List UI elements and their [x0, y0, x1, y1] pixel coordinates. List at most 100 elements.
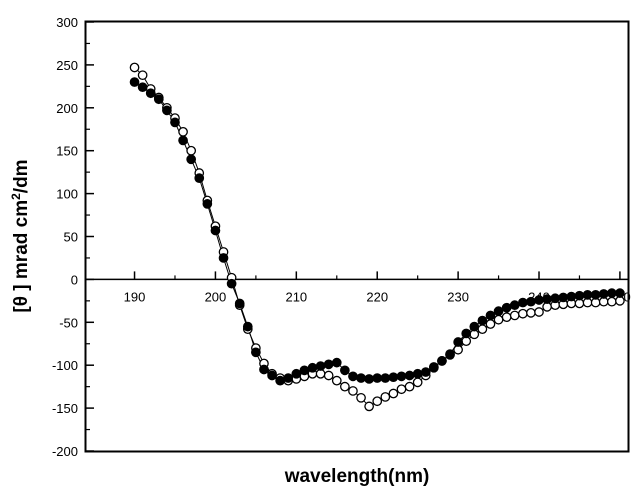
filled-point	[291, 368, 302, 379]
filled-point	[566, 291, 577, 302]
filled-point	[299, 365, 310, 376]
y-tick-label: 150	[56, 144, 78, 159]
series-lines	[134, 67, 620, 408]
filled-point	[162, 105, 172, 116]
filled-point	[429, 362, 439, 372]
y-axis-title-superscript: 2	[9, 193, 23, 200]
filled-point	[598, 289, 609, 299]
filled-point	[485, 310, 496, 321]
filled-point	[526, 296, 536, 307]
filled-point	[283, 373, 294, 383]
filled-point	[331, 357, 342, 368]
filled-point	[453, 337, 463, 347]
y-axis-title-tail: /dm	[11, 159, 32, 193]
y-tick-label: -200	[52, 444, 78, 459]
open-point	[501, 312, 512, 323]
filled-point	[558, 292, 569, 303]
x-axis-title: wavelength(nm)	[284, 466, 430, 487]
filled-point	[501, 302, 512, 313]
filled-point	[145, 88, 156, 99]
series-2-line	[134, 67, 620, 408]
filled-point	[372, 373, 383, 383]
open-point	[404, 381, 415, 392]
open-point	[526, 308, 536, 318]
open-point	[380, 392, 391, 402]
y-tick-label: 50	[64, 230, 78, 245]
filled-point	[194, 173, 205, 184]
filled-point	[348, 371, 358, 382]
filled-point	[186, 154, 197, 165]
open-point	[137, 70, 148, 81]
y-axis-title-main: [θ ] mrad cm	[11, 200, 32, 313]
open-point	[412, 377, 423, 388]
filled-point	[323, 359, 334, 370]
open-point	[331, 375, 342, 386]
plot-frame	[84, 20, 630, 453]
filled-point	[437, 356, 447, 366]
filled-point	[615, 288, 625, 298]
y-axis-title: [θ ] mrad cm2/dm	[9, 159, 32, 312]
filled-point	[210, 225, 221, 236]
open-point	[356, 392, 366, 403]
filled-point	[275, 375, 285, 386]
filled-point	[137, 82, 148, 93]
filled-point	[477, 315, 488, 326]
filled-point	[251, 347, 261, 358]
filled-point	[170, 117, 180, 128]
filled-point	[218, 253, 229, 263]
filled-point	[153, 94, 164, 105]
filled-point	[574, 290, 585, 301]
filled-point	[226, 278, 237, 289]
y-tick-label: 200	[56, 101, 78, 116]
filled-point	[202, 199, 213, 209]
open-point	[323, 370, 334, 381]
y-tick-label: -150	[52, 401, 78, 416]
filled-point	[590, 289, 601, 300]
filled-point	[469, 321, 480, 332]
open-point	[372, 396, 383, 407]
filled-point	[542, 294, 552, 304]
x-tick-label: 230	[447, 289, 469, 304]
filled-point	[315, 361, 326, 371]
open-point	[388, 388, 399, 399]
y-tick-label: 300	[56, 15, 78, 30]
open-point	[348, 386, 358, 396]
filled-point	[606, 288, 617, 298]
open-point	[186, 145, 197, 156]
series-1-line	[134, 81, 620, 382]
x-tick-label: 210	[285, 289, 307, 304]
y-tick-label: 250	[56, 58, 78, 73]
x-tick-label: 200	[205, 289, 227, 304]
filled-point	[380, 373, 391, 383]
open-point	[477, 324, 488, 335]
filled-point	[461, 328, 472, 339]
filled-point	[129, 77, 140, 87]
plot-area-border	[84, 20, 630, 453]
open-point	[606, 296, 617, 307]
y-tick-label: 0	[71, 272, 78, 287]
open-point	[396, 384, 407, 395]
filled-point	[267, 370, 277, 381]
filled-point	[412, 368, 423, 379]
open-point	[485, 319, 496, 329]
open-point	[509, 310, 520, 321]
filled-point	[493, 306, 504, 316]
open-point	[493, 314, 504, 325]
filled-point	[534, 295, 544, 305]
filled-point	[517, 297, 528, 308]
open-point	[129, 62, 140, 73]
y-tick-label: 100	[56, 187, 78, 202]
filled-point	[242, 321, 253, 332]
series-points	[129, 62, 625, 412]
filled-point	[340, 365, 350, 376]
y-axis: 300 250 200 150 100 50 0 -50 -100 -150 -200	[52, 15, 94, 459]
open-point	[517, 308, 528, 319]
filled-point	[388, 372, 399, 383]
filled-point	[178, 135, 188, 146]
filled-point	[356, 373, 366, 383]
open-point	[178, 126, 188, 137]
filled-point	[509, 300, 520, 310]
open-point	[364, 401, 374, 412]
filled-point	[582, 289, 593, 300]
